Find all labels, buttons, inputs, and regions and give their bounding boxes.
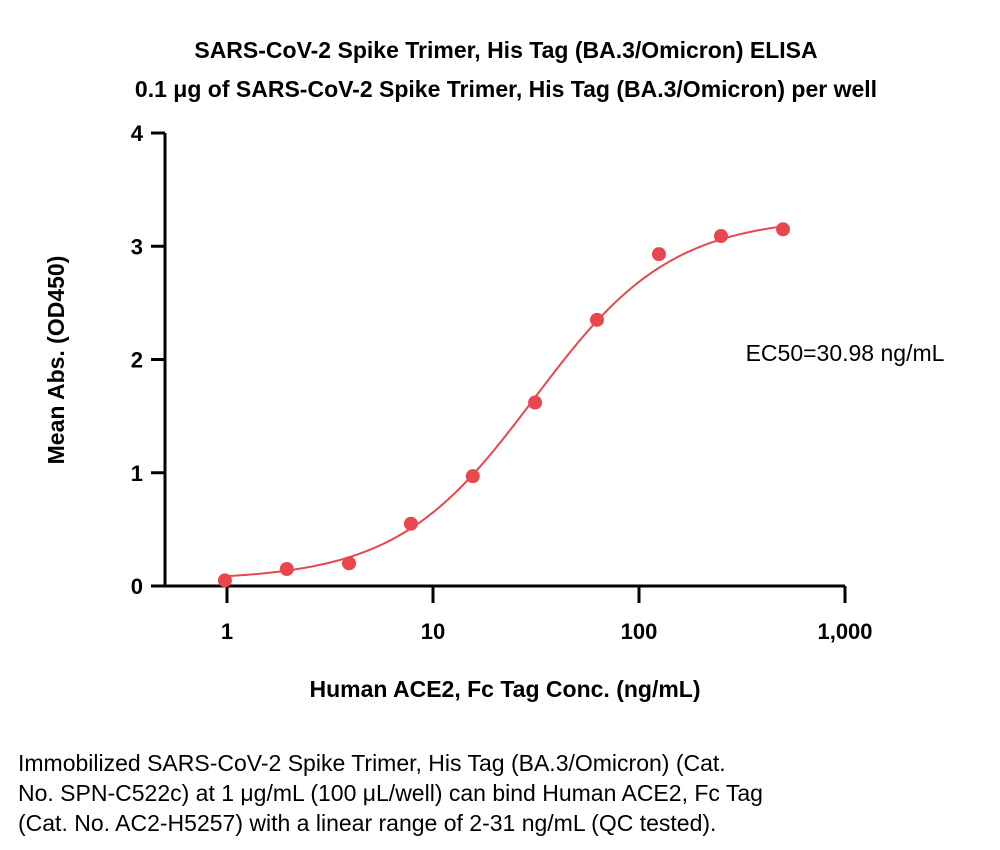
data-points bbox=[217, 222, 790, 588]
y-tick-label: 4 bbox=[131, 121, 144, 146]
x-tick-label: 100 bbox=[621, 619, 658, 644]
elisa-chart: SARS-CoV-2 Spike Trimer, His Tag (BA.3/O… bbox=[43, 37, 945, 702]
fit-curve bbox=[224, 225, 784, 578]
x-tick-label: 1,000 bbox=[817, 619, 872, 644]
data-point bbox=[465, 469, 480, 484]
y-tick-label: 2 bbox=[131, 348, 143, 373]
x-tick-label: 10 bbox=[421, 619, 445, 644]
y-axis-label: Mean Abs. (OD450) bbox=[43, 256, 69, 465]
data-point bbox=[589, 312, 604, 327]
data-point bbox=[341, 556, 356, 571]
ec50-annotation: EC50=30.98 ng/mL bbox=[746, 340, 945, 366]
y-tick-label: 3 bbox=[131, 234, 143, 259]
data-point bbox=[279, 562, 294, 577]
fit-curve-layer bbox=[224, 225, 784, 578]
caption-line: (Cat. No. AC2-H5257) with a linear range… bbox=[18, 810, 717, 836]
x-tick-label: 1 bbox=[221, 619, 233, 644]
caption-line: No. SPN-C522c) at 1 μg/mL (100 μL/well) … bbox=[18, 780, 763, 806]
data-point bbox=[651, 247, 666, 262]
data-point bbox=[775, 222, 790, 237]
y-axis: 0 1 2 3 4 bbox=[131, 121, 167, 599]
chart-title: SARS-CoV-2 Spike Trimer, His Tag (BA.3/O… bbox=[194, 37, 817, 63]
caption-line: Immobilized SARS-CoV-2 Spike Trimer, His… bbox=[18, 750, 726, 776]
x-axis: 1 10 100 1,000 bbox=[151, 584, 873, 644]
data-point bbox=[528, 395, 543, 410]
data-point bbox=[713, 229, 728, 244]
chart-subtitle: 0.1 μg of SARS-CoV-2 Spike Trimer, His T… bbox=[135, 76, 877, 102]
y-tick-label: 1 bbox=[131, 461, 143, 486]
figure-caption: Immobilized SARS-CoV-2 Spike Trimer, His… bbox=[18, 748, 978, 838]
y-tick-label: 0 bbox=[131, 574, 143, 599]
data-point bbox=[403, 516, 418, 531]
data-point bbox=[217, 573, 232, 588]
x-axis-label: Human ACE2, Fc Tag Conc. (ng/mL) bbox=[309, 676, 700, 702]
